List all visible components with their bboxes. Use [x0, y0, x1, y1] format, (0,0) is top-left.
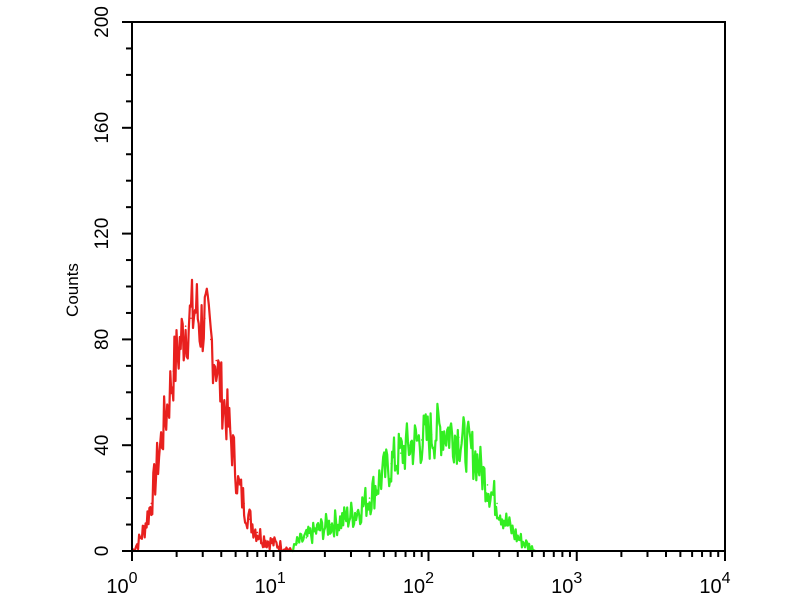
- data-point: [209, 338, 212, 341]
- data-point: [215, 359, 218, 362]
- data-point: [226, 417, 229, 420]
- data-point: [248, 518, 251, 521]
- data-point: [204, 317, 206, 320]
- data-point: [496, 502, 498, 505]
- plot-frame: [131, 21, 726, 552]
- x-tick-label: 101: [255, 570, 286, 598]
- y-tick-label: 200: [92, 6, 113, 38]
- x-tick-label: 102: [403, 570, 434, 598]
- data-point: [256, 531, 259, 534]
- x-tick-label: 104: [699, 570, 730, 598]
- data-point: [475, 457, 478, 460]
- data-point: [165, 412, 167, 415]
- data-point: [172, 370, 175, 372]
- x-tick-label: 100: [106, 570, 137, 598]
- data-point: [237, 484, 239, 486]
- data-point: [330, 523, 332, 526]
- x-tick-label: 103: [551, 570, 582, 598]
- data-point: [220, 391, 223, 394]
- data-point: [368, 497, 371, 499]
- data-point: [343, 518, 345, 521]
- data-point: [265, 539, 267, 542]
- data-point: [184, 325, 187, 327]
- data-point: [285, 547, 288, 550]
- data-point: [516, 536, 519, 539]
- data-point: [232, 449, 234, 452]
- data-point: [486, 484, 489, 486]
- y-tick-label: 160: [92, 112, 113, 144]
- data-point: [243, 502, 245, 505]
- data-point: [178, 343, 181, 346]
- data-point: [272, 542, 275, 544]
- series-line-1: [291, 402, 537, 553]
- data-point: [506, 523, 509, 526]
- data-point: [439, 428, 442, 431]
- data-point: [195, 306, 197, 309]
- data-point: [137, 542, 139, 544]
- data-point: [305, 536, 308, 539]
- data-point: [199, 325, 202, 327]
- data-point: [430, 433, 433, 436]
- data-point: [457, 436, 460, 439]
- data-point: [296, 542, 298, 544]
- y-tick-label: 40: [92, 435, 113, 456]
- data-point: [190, 317, 192, 320]
- data-point: [399, 452, 402, 454]
- data-point: [409, 444, 411, 447]
- y-tick-label: 0: [92, 546, 113, 557]
- axis-layer: 0 40 80 120 160 200 100 101 102 103 104: [92, 6, 731, 598]
- data-point: [279, 544, 282, 547]
- y-tick-label: 120: [92, 218, 113, 250]
- data-point: [157, 457, 159, 460]
- data-point: [527, 544, 529, 547]
- y-axis-label: Counts: [63, 263, 82, 317]
- data-point: [420, 439, 423, 441]
- data-point: [390, 462, 392, 465]
- y-tick-label: 80: [92, 329, 113, 350]
- data-point: [380, 476, 383, 478]
- series-layer: [131, 278, 537, 553]
- data-point: [449, 431, 451, 433]
- data-point: [317, 529, 319, 531]
- data-point: [150, 502, 153, 505]
- data-point: [356, 510, 358, 513]
- data-point: [465, 444, 468, 447]
- series-line-0: [131, 278, 293, 553]
- data-point: [142, 529, 145, 531]
